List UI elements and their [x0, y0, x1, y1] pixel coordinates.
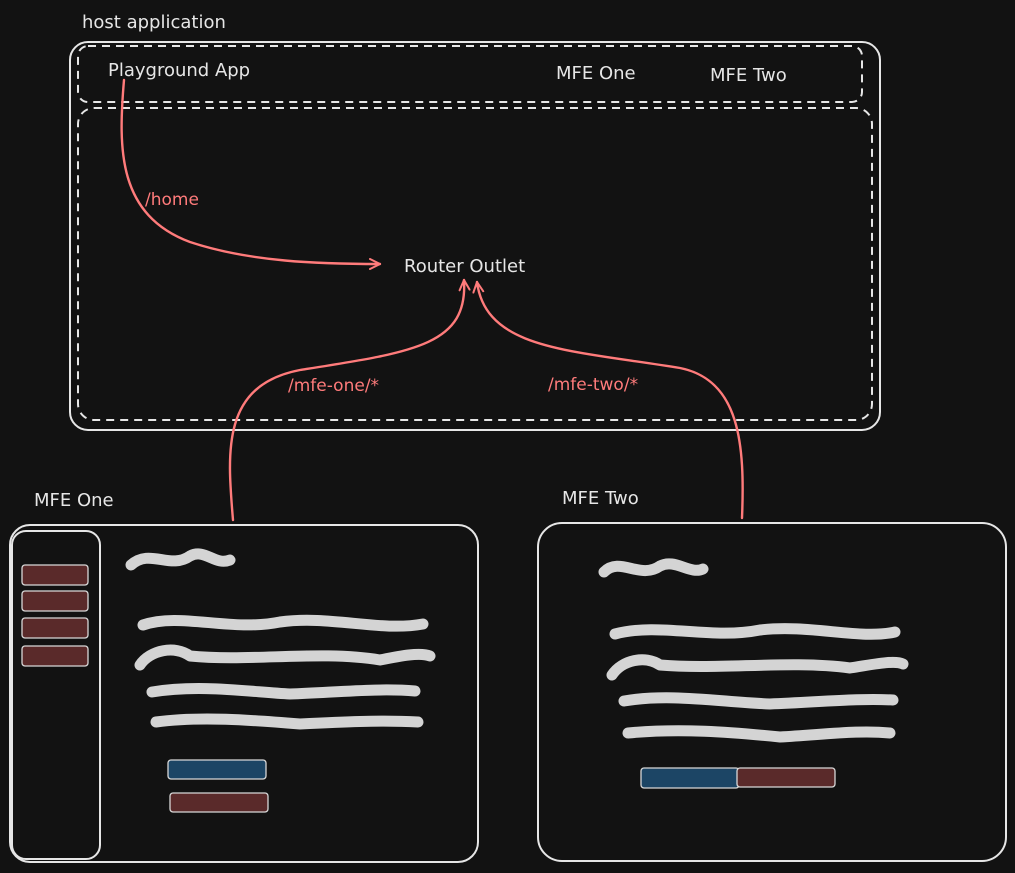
- secondary-button[interactable]: [736, 767, 836, 788]
- placeholder-text-line: [618, 692, 899, 710]
- home-route-label: /home: [145, 190, 199, 210]
- placeholder-text-line: [622, 725, 896, 743]
- mfe-two-frame: [537, 522, 1007, 862]
- primary-button[interactable]: [640, 767, 740, 789]
- host-caption: host application: [82, 12, 226, 33]
- primary-button[interactable]: [167, 759, 267, 780]
- brand-label[interactable]: Playground App: [108, 60, 250, 81]
- mfe-one-caption: MFE One: [34, 490, 114, 511]
- secondary-button[interactable]: [169, 792, 269, 813]
- home-route-arrow: [120, 78, 382, 264]
- sidebar-menu-item[interactable]: [21, 645, 89, 667]
- router-outlet-label: Router Outlet: [404, 256, 525, 277]
- placeholder-text-line: [150, 713, 424, 730]
- host-frame: [69, 41, 881, 431]
- mfe-two-route-label: /mfe-two/*: [548, 375, 638, 395]
- placeholder-heading: [598, 558, 709, 578]
- routing-arrows: /home /mfe-one/* /mfe-two/*: [120, 78, 744, 522]
- mfe-one-app: MFE One: [9, 490, 479, 863]
- host-application: host application Playground App MFE One …: [69, 12, 881, 431]
- placeholder-text-line: [134, 644, 436, 671]
- placeholder-text-line: [609, 623, 901, 640]
- mfe-one-route-label: /mfe-one/*: [288, 376, 379, 396]
- nav-item-mfe-one[interactable]: MFE One: [556, 63, 636, 84]
- placeholder-text-line: [137, 614, 429, 632]
- sidebar-menu-item[interactable]: [21, 617, 89, 639]
- sidebar-menu-item[interactable]: [21, 590, 89, 612]
- placeholder-text-line: [146, 683, 421, 700]
- mfe-one-sidebar: [11, 530, 101, 860]
- mfe-two-caption: MFE Two: [562, 488, 639, 509]
- placeholder-heading: [125, 548, 236, 571]
- placeholder-text-line: [606, 654, 909, 681]
- host-header-region: [77, 45, 863, 103]
- mfe-one-route-arrow: [228, 280, 464, 522]
- nav-item-mfe-two[interactable]: MFE Two: [710, 65, 787, 86]
- mfe-one-frame: [9, 524, 479, 863]
- sidebar-menu-item[interactable]: [21, 564, 89, 586]
- router-outlet-region: [77, 107, 873, 421]
- mfe-two-route-arrow: [477, 282, 744, 520]
- mfe-two-app: MFE Two: [537, 488, 1007, 862]
